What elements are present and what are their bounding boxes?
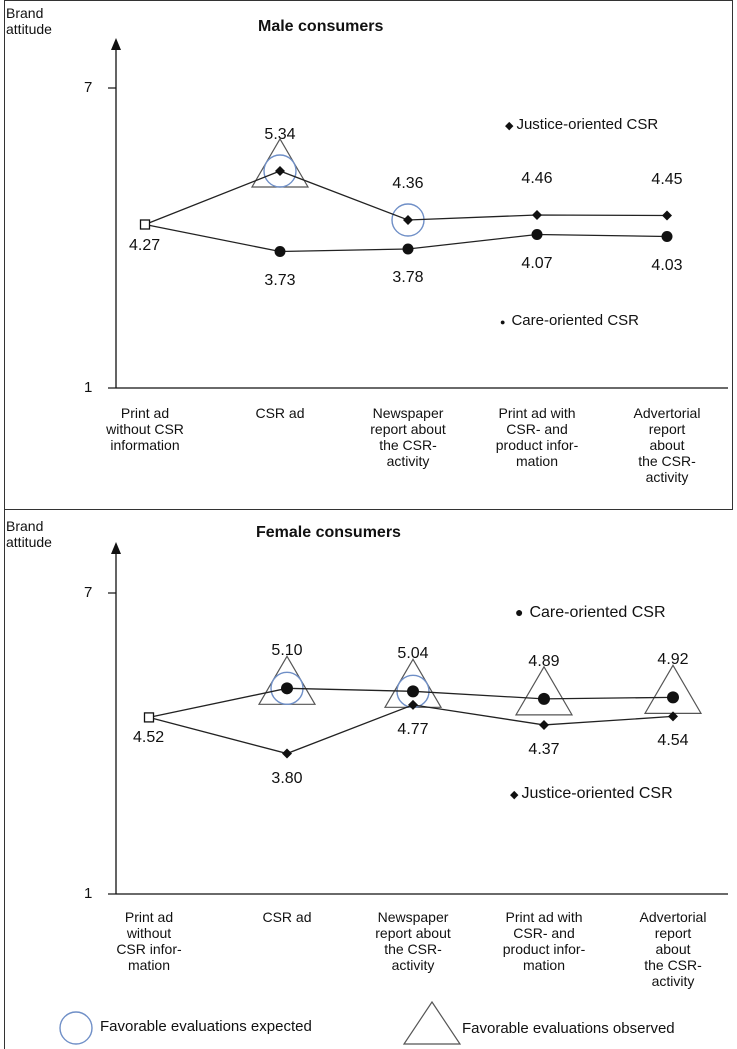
male-category-label: Newspaper report about the CSR- activity	[370, 405, 446, 469]
male-value-label: 4.45	[651, 170, 683, 188]
diamond-icon: ◆	[505, 120, 514, 132]
female-value-label: 4.54	[657, 732, 689, 750]
frame-divider	[4, 509, 733, 510]
male-point-diamond	[403, 215, 413, 225]
diamond-icon: ◆	[510, 789, 519, 801]
male-y-axis-arrow	[111, 38, 121, 50]
female-legend-label: Justice-oriented CSR	[521, 785, 673, 802]
female-point-circle	[667, 691, 679, 704]
female-value-label: 4.77	[397, 720, 429, 738]
male-point-diamond	[275, 166, 285, 176]
female-observed-triangle	[257, 655, 317, 705]
male-observed-triangle	[250, 137, 310, 188]
male-legend-label: Care-oriented CSR	[511, 312, 639, 329]
male-value-label: 4.03	[651, 256, 683, 274]
male-value-label: 4.36	[392, 175, 424, 192]
female-value-label: 4.89	[528, 652, 560, 670]
frame-left-border	[4, 0, 5, 1049]
male-value-label: 4.46	[521, 170, 553, 187]
legend-expected-circle-icon	[59, 1011, 93, 1045]
female-ytick-label: 1	[84, 885, 93, 902]
female-value-label: 5.04	[397, 645, 429, 663]
male-category-label: CSR ad	[255, 405, 305, 421]
dot-icon: ●	[500, 317, 506, 327]
female-baseline-label: 4.52	[133, 729, 165, 747]
female-point-circle	[407, 685, 419, 698]
legend-observed-triangle-icon	[402, 1000, 462, 1045]
male-point-circle	[531, 229, 543, 240]
male-title: Male consumers	[258, 18, 384, 35]
female-point-diamond	[539, 719, 549, 730]
frame-right-border	[732, 0, 733, 510]
male-expected-circle	[263, 154, 297, 188]
female-value-label: 4.37	[528, 740, 560, 758]
male-point-diamond	[532, 210, 542, 220]
female-category-label: Newspaper report about the CSR- activity	[375, 909, 451, 973]
female-legend-entry: ● Care-oriented CSR	[515, 604, 666, 621]
female-point-diamond	[408, 699, 418, 710]
male-category-label: Print ad with CSR- and product infor- ma…	[495, 405, 579, 469]
female-ytick-label: 7	[84, 584, 93, 601]
female-point-circle	[538, 692, 550, 705]
female-value-label: 4.92	[657, 651, 689, 669]
female-y-axis-arrow	[111, 542, 121, 554]
dot-icon: ●	[515, 604, 524, 620]
female-category-label: Advertorial report about the CSR- activi…	[639, 909, 707, 989]
male-ylabel: Brand attitude	[6, 5, 52, 37]
female-observed-triangle	[514, 665, 574, 716]
female-legend-label: Care-oriented CSR	[529, 604, 666, 621]
female-point-circle	[281, 682, 293, 695]
male-point-circle	[274, 246, 286, 257]
female-title: Female consumers	[256, 524, 401, 541]
female-observed-triangle	[643, 664, 703, 714]
legend-observed-label: Favorable evaluations observed	[462, 1020, 675, 1037]
female-point-diamond	[668, 711, 678, 722]
male-ytick-label: 7	[84, 79, 93, 96]
male-point-circle	[402, 243, 414, 255]
female-category-label: CSR ad	[262, 909, 312, 925]
male-ytick-label: 1	[84, 379, 93, 396]
female-point-diamond	[282, 748, 292, 759]
male-category-label: Print ad without CSR information	[106, 405, 184, 453]
male-baseline-label: 4.27	[129, 236, 161, 254]
male-value-label: 5.34	[264, 126, 296, 143]
male-legend-entry: ◆ Justice-oriented CSR	[505, 116, 658, 135]
male-baseline-square	[139, 219, 151, 230]
male-legend-label: Justice-oriented CSR	[516, 116, 659, 133]
female-category-label: Print ad without CSR infor- mation	[116, 909, 182, 973]
female-ylabel: Brand attitude	[6, 518, 52, 550]
female-baseline-square	[143, 712, 155, 723]
female-value-label: 5.10	[271, 642, 303, 660]
male-category-label: Advertorial report about the CSR- activi…	[633, 405, 701, 485]
male-value-label: 3.78	[392, 269, 424, 286]
frame-top-border	[4, 0, 733, 1]
female-category-label: Print ad with CSR- and product infor- ma…	[502, 909, 586, 973]
male-point-diamond	[662, 210, 672, 221]
female-legend-entry: ◆ Justice-oriented CSR	[510, 785, 673, 804]
male-value-label: 3.73	[264, 271, 296, 289]
female-value-label: 3.80	[271, 769, 303, 787]
male-point-circle	[661, 231, 673, 242]
male-value-label: 4.07	[521, 254, 553, 272]
legend-expected-label: Favorable evaluations expected	[100, 1018, 312, 1035]
male-legend-entry: ● Care-oriented CSR	[500, 312, 639, 331]
